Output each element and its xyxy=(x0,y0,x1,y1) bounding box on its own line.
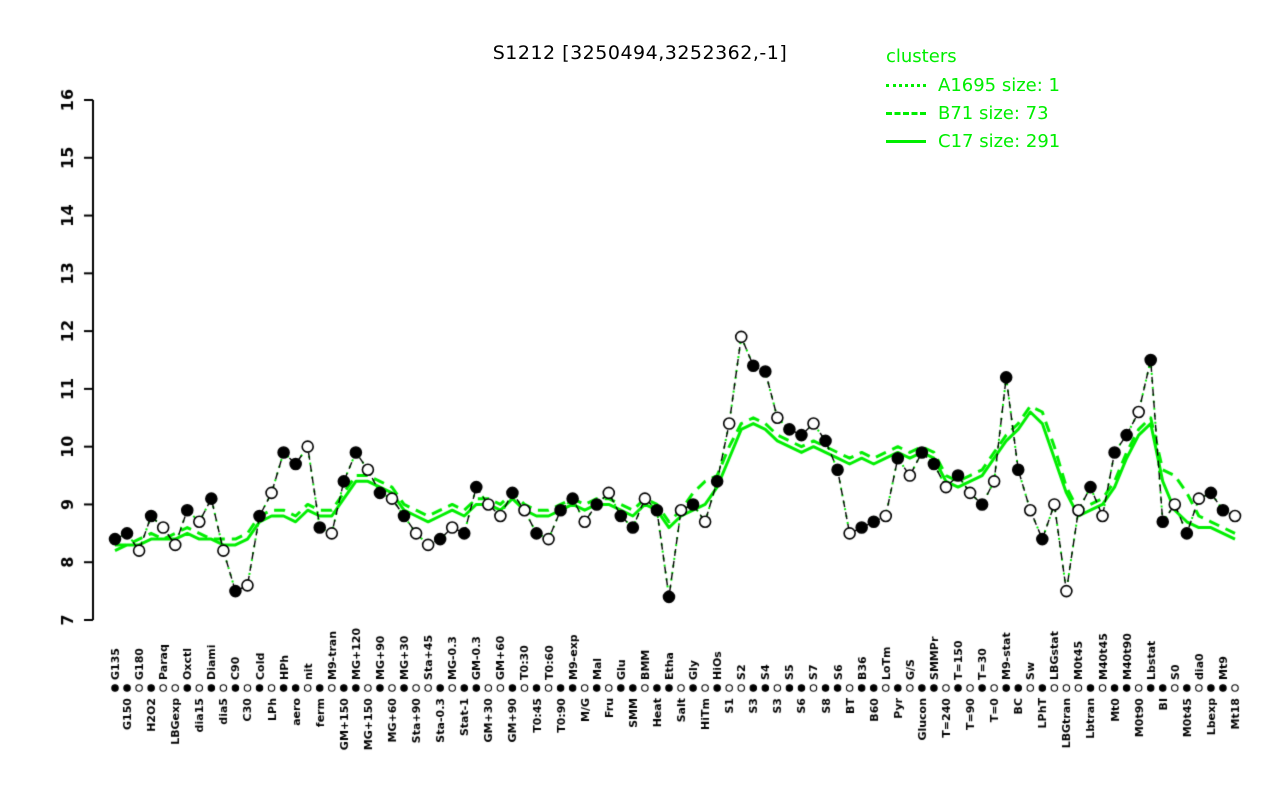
legend-item-label: B71 size: 73 xyxy=(938,103,1049,124)
legend-item-label: C17 size: 291 xyxy=(938,131,1061,152)
legend-item-b71: B71 size: 73 xyxy=(886,103,1060,124)
plot-title: S1212 [3250494,3252362,-1] xyxy=(492,42,788,64)
legend-item-a1695: A1695 size: 1 xyxy=(886,75,1060,96)
solid-line-icon xyxy=(886,140,926,143)
dotted-line-icon xyxy=(886,84,926,87)
legend-item-c17: C17 size: 291 xyxy=(886,131,1060,152)
dashed-line-icon xyxy=(886,112,926,115)
legend-item-label: A1695 size: 1 xyxy=(938,75,1060,96)
legend-title: clusters xyxy=(886,46,957,67)
legend: clusters A1695 size: 1 B71 size: 73 C17 … xyxy=(886,46,1060,159)
